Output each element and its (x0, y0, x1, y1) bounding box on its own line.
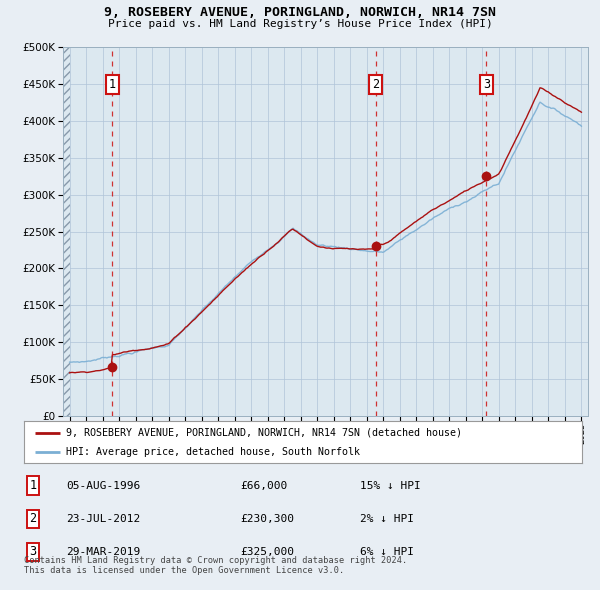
Text: £230,300: £230,300 (240, 514, 294, 523)
Text: 3: 3 (29, 545, 37, 558)
Text: 1: 1 (109, 77, 116, 91)
Text: HPI: Average price, detached house, South Norfolk: HPI: Average price, detached house, Sout… (66, 447, 360, 457)
Text: 2: 2 (29, 512, 37, 525)
Text: 2% ↓ HPI: 2% ↓ HPI (360, 514, 414, 523)
Text: 05-AUG-1996: 05-AUG-1996 (66, 481, 140, 490)
Text: £66,000: £66,000 (240, 481, 287, 490)
Text: 6% ↓ HPI: 6% ↓ HPI (360, 547, 414, 556)
Text: 1: 1 (29, 479, 37, 492)
Text: 3: 3 (483, 77, 490, 91)
Text: 15% ↓ HPI: 15% ↓ HPI (360, 481, 421, 490)
Text: £325,000: £325,000 (240, 547, 294, 556)
Text: 23-JUL-2012: 23-JUL-2012 (66, 514, 140, 523)
Text: 9, ROSEBERY AVENUE, PORINGLAND, NORWICH, NR14 7SN (detached house): 9, ROSEBERY AVENUE, PORINGLAND, NORWICH,… (66, 428, 462, 438)
Text: 29-MAR-2019: 29-MAR-2019 (66, 547, 140, 556)
Text: Contains HM Land Registry data © Crown copyright and database right 2024.
This d: Contains HM Land Registry data © Crown c… (24, 556, 407, 575)
Bar (63, 47, 70, 416)
Text: Price paid vs. HM Land Registry’s House Price Index (HPI): Price paid vs. HM Land Registry’s House … (107, 19, 493, 30)
Text: 9, ROSEBERY AVENUE, PORINGLAND, NORWICH, NR14 7SN: 9, ROSEBERY AVENUE, PORINGLAND, NORWICH,… (104, 6, 496, 19)
Text: 2: 2 (372, 77, 379, 91)
